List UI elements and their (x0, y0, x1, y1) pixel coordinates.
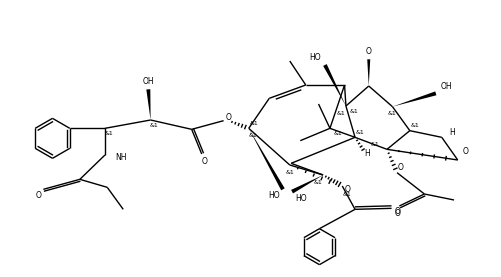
Text: &1: &1 (336, 111, 345, 116)
Text: O: O (36, 191, 41, 200)
Text: &1: &1 (104, 131, 113, 136)
Text: &1: &1 (349, 109, 358, 114)
Text: &1: &1 (370, 142, 379, 147)
Text: &1: &1 (248, 133, 257, 138)
Text: O: O (225, 113, 231, 122)
Text: &1: &1 (333, 131, 342, 136)
Text: O: O (344, 184, 350, 194)
Polygon shape (248, 128, 284, 190)
Text: H: H (448, 128, 454, 137)
Text: &1: &1 (387, 111, 396, 116)
Text: O: O (394, 209, 399, 219)
Text: HO: HO (295, 194, 306, 203)
Text: O: O (462, 147, 468, 156)
Text: &1: &1 (410, 123, 418, 128)
Text: O: O (397, 163, 403, 172)
Polygon shape (392, 91, 435, 107)
Text: O: O (201, 157, 207, 165)
Polygon shape (323, 64, 345, 106)
Text: H: H (364, 149, 370, 158)
Text: &1: &1 (342, 191, 351, 196)
Text: O: O (365, 47, 371, 56)
Text: &1: &1 (355, 130, 364, 135)
Polygon shape (146, 89, 150, 120)
Text: &1: &1 (313, 181, 322, 186)
Text: NH: NH (115, 153, 126, 163)
Polygon shape (291, 175, 323, 193)
Text: &1: &1 (249, 121, 258, 126)
Text: &1: &1 (285, 171, 294, 176)
Text: O: O (394, 207, 400, 216)
Text: OH: OH (142, 77, 154, 86)
Text: HO: HO (309, 53, 320, 61)
Polygon shape (367, 59, 370, 86)
Text: OH: OH (440, 82, 451, 91)
Text: &1: &1 (149, 122, 158, 127)
Text: HO: HO (268, 191, 280, 200)
